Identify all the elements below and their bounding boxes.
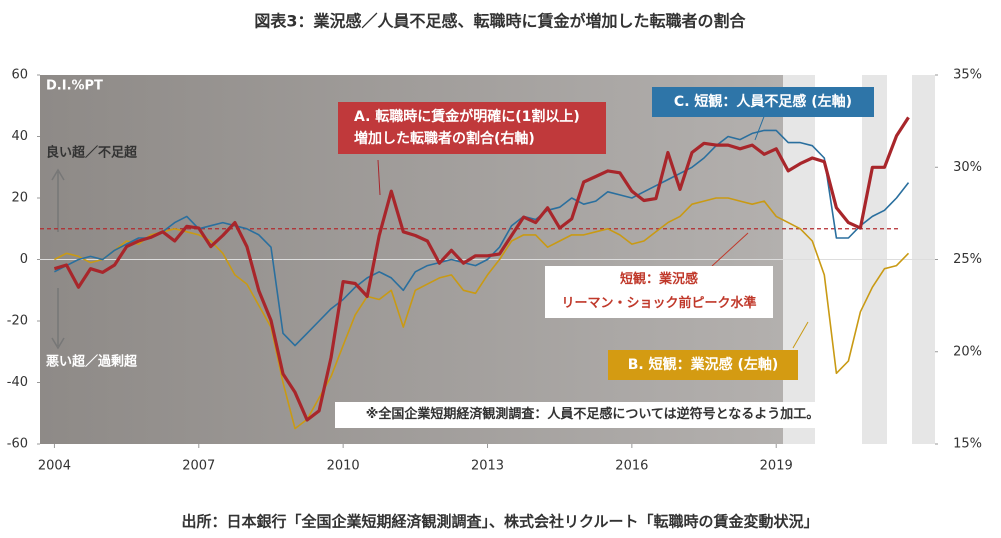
connector [754,113,766,141]
x-tick-label: 2019 [760,459,793,474]
connector [377,159,381,196]
reference-label: 短観：業況感 [619,272,698,287]
y-upper-label: 良い超／不足超 [46,145,138,161]
series-label: C. 短観：人員不足感 (左軸) [652,87,874,117]
x-tick-label: 2010 [327,459,360,474]
series-label: A. 転職時に賃金が明確に(1割以上)増加した転職者の割合(右軸) [338,102,606,154]
axis-unit: D.I.%PT [46,79,103,94]
y-tick-label: -60 [7,437,28,452]
reference-annotation: 短観：業況感リーマン・ショック前ピーク水準 [545,266,773,318]
connector [711,232,749,267]
reference-label: リーマン・ショック前ピーク水準 [561,296,757,311]
y2-tick-label: 15% [953,437,982,452]
x-tick-label: 2004 [38,459,71,474]
chart-title: 図表3：業況感／人員不足感、転職時に賃金が増加した転職者の割合 [254,12,746,31]
y-tick-label: 0 [20,252,28,267]
y2-tick-label: 30% [953,160,982,175]
direction-arrows [51,168,65,350]
series-line [53,116,910,422]
y-tick-label: 60 [11,68,28,83]
y2-tick-label: 20% [953,344,982,359]
series-label: B. 短観：業況感 (左軸) [608,350,798,380]
connector [792,321,809,349]
x-tick-label: 2013 [471,459,504,474]
x-tick-label: 2016 [615,459,648,474]
y-tick-label: -20 [7,314,28,329]
series-line [54,197,910,430]
y2-tick-label: 25% [953,252,982,267]
y-tick-label: 40 [11,129,28,144]
y-tick-label: 20 [11,191,28,206]
source: 出所：日本銀行「全国企業短期経済観測調査」、株式会社リクルート「転職時の賃金変動… [181,513,818,531]
note: ※全国企業短期経済観測調査：人員不足感については逆符号となるよう加工。 [335,402,850,428]
x-tick-label: 2007 [182,459,215,474]
y2-tick-label: 35% [953,68,982,83]
y-lower-label: 悪い超／過剰超 [46,354,138,370]
y-tick-label: -40 [7,375,28,390]
